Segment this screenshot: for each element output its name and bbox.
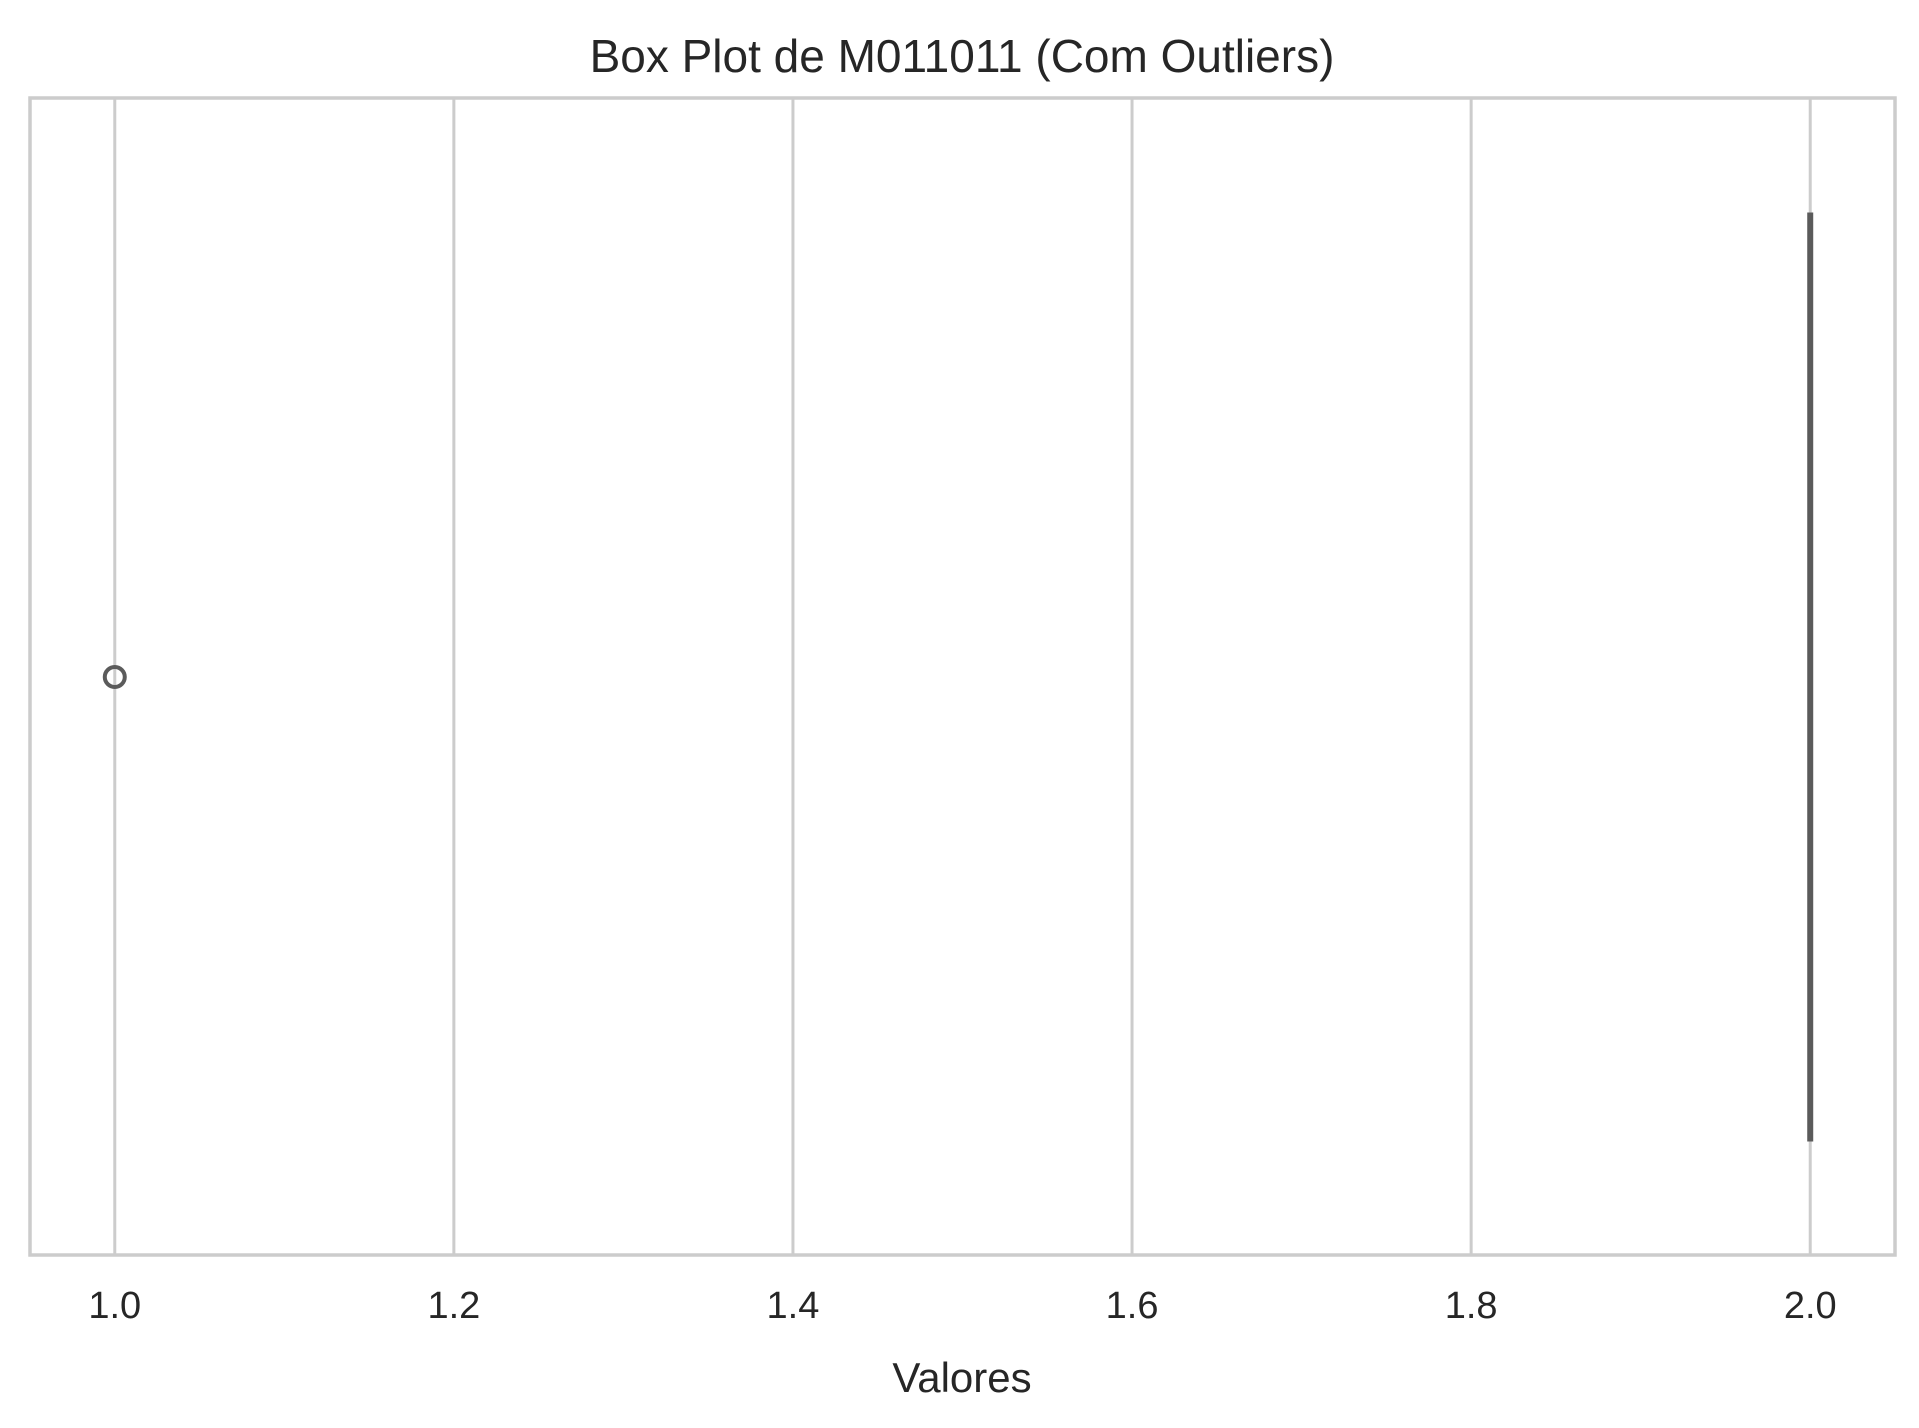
x-tick-label: 1.4 [767,1285,820,1327]
plot-area-frame [28,96,1897,1257]
x-tick-label: 1.2 [427,1285,480,1327]
x-tick-label: 1.6 [1106,1285,1159,1327]
x-tick-label: 1.0 [88,1285,141,1327]
outlier-point [102,665,127,689]
x-axis-label: Valores [892,1354,1031,1401]
x-tick-label: 2.0 [1784,1285,1837,1327]
chart-title: Box Plot de M011011 (Com Outliers) [590,30,1335,82]
x-tick-labels: 1.0 1.2 1.4 1.6 1.8 2.0 [88,1285,1836,1327]
box-plot-marks [102,212,1814,1142]
x-tick-label: 1.8 [1445,1285,1498,1327]
